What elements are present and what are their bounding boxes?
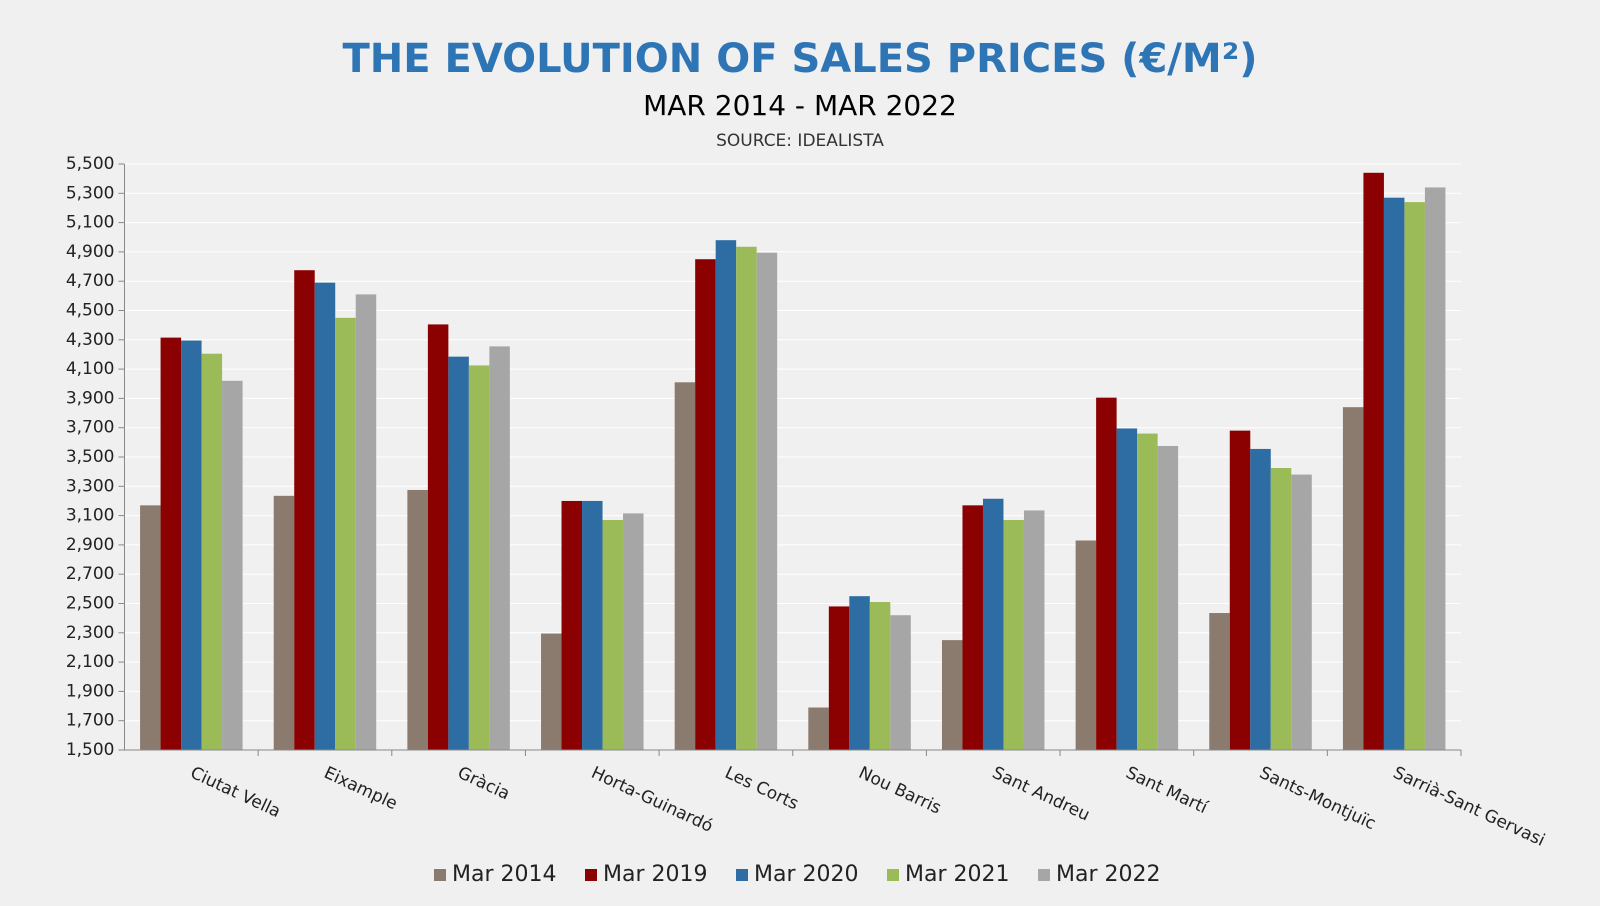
bar — [273, 495, 295, 750]
y-tick-label: 4,100 — [66, 359, 115, 379]
bar — [335, 317, 356, 750]
bar — [1363, 172, 1384, 751]
bar — [869, 602, 891, 750]
y-tick-label: 3,500 — [66, 447, 115, 467]
bar — [1342, 407, 1364, 750]
bar — [222, 380, 243, 750]
bar — [1229, 430, 1251, 750]
y-tick-label: 4,500 — [66, 301, 115, 321]
bar — [1096, 397, 1117, 750]
bar — [468, 365, 490, 750]
y-tick-label: 2,700 — [66, 564, 115, 584]
bar — [623, 513, 644, 750]
chart-subtitle: MAR 2014 - MAR 2022 — [643, 89, 957, 122]
y-tick-label: 4,900 — [66, 242, 115, 262]
bar — [140, 505, 161, 750]
y-tick-label: 5,500 — [66, 154, 115, 174]
bar — [489, 346, 510, 750]
y-tick-label: 4,300 — [66, 330, 115, 350]
bar — [407, 489, 428, 750]
bar — [561, 500, 583, 750]
y-tick-label: 2,900 — [66, 535, 115, 555]
bar — [1404, 202, 1425, 751]
legend-swatch — [585, 869, 597, 881]
bar — [736, 246, 757, 750]
bar — [355, 294, 377, 750]
y-tick-label: 5,300 — [66, 183, 115, 203]
bar — [541, 633, 562, 750]
bar — [1383, 197, 1405, 750]
y-tick-label: 3,100 — [66, 506, 115, 526]
legend-swatch — [1038, 869, 1050, 881]
chart-title: THE EVOLUTION OF SALES PRICES (€/M²) — [342, 36, 1257, 82]
bar — [448, 356, 469, 750]
y-tick-label: 5,100 — [66, 213, 115, 233]
bar — [674, 382, 696, 750]
legend-label: Mar 2020 — [754, 862, 859, 887]
bar — [828, 606, 850, 750]
y-tick-label: 4,700 — [66, 271, 115, 291]
bar — [849, 596, 870, 750]
bar — [1270, 467, 1292, 750]
bar — [1209, 613, 1230, 750]
bar — [890, 615, 911, 750]
y-tick-label: 2,100 — [66, 652, 115, 672]
bar — [1023, 510, 1045, 750]
bar — [1137, 433, 1158, 750]
bar — [181, 340, 202, 750]
bar — [294, 270, 315, 750]
legend-swatch — [434, 869, 446, 881]
bar — [1003, 519, 1024, 750]
y-tick-label: 3,900 — [66, 388, 115, 408]
bar — [160, 337, 182, 750]
bar — [1250, 448, 1271, 750]
bar — [201, 353, 223, 750]
legend-label: Mar 2019 — [603, 862, 708, 887]
bar — [602, 519, 624, 750]
y-tick-label: 1,500 — [66, 740, 115, 760]
chart-source: SOURCE: IDEALISTA — [716, 131, 884, 151]
bar — [582, 500, 603, 750]
bar — [1291, 474, 1312, 750]
y-tick-label: 3,700 — [66, 418, 115, 438]
legend-swatch — [887, 869, 899, 881]
bar — [941, 640, 963, 750]
bar — [427, 324, 449, 750]
legend-label: Mar 2021 — [905, 862, 1010, 887]
bar — [1116, 428, 1138, 750]
y-tick-label: 1,700 — [66, 711, 115, 731]
bar — [1157, 446, 1179, 750]
bar — [715, 240, 737, 750]
bar — [962, 505, 983, 750]
y-tick-label: 3,300 — [66, 476, 115, 496]
bar — [982, 498, 1004, 750]
bar — [1424, 187, 1446, 750]
y-tick-label: 2,300 — [66, 623, 115, 643]
bar — [756, 252, 778, 750]
legend-swatch — [736, 869, 748, 881]
bar — [808, 707, 829, 750]
y-tick-label: 2,500 — [66, 594, 115, 614]
y-tick-label: 1,900 — [66, 681, 115, 701]
legend-label: Mar 2014 — [452, 862, 557, 887]
bar — [1075, 540, 1097, 750]
bar — [314, 282, 336, 750]
bar — [695, 259, 716, 750]
legend-label: Mar 2022 — [1056, 862, 1161, 887]
